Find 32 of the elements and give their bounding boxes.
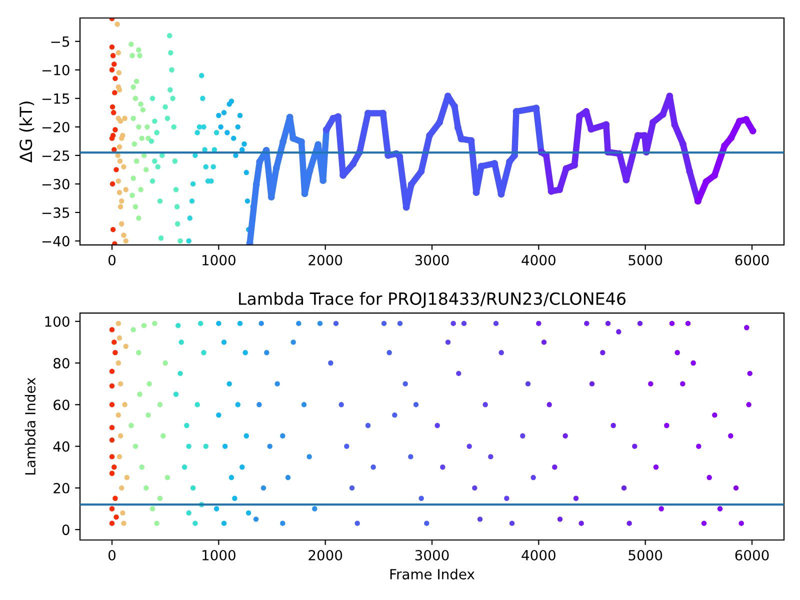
x-tick-label: 2000 [308, 550, 342, 560]
x-tick-label: 6000 [735, 254, 769, 266]
x-tick-label: 4000 [522, 254, 556, 266]
x-axis-title: Frame Index [390, 568, 475, 580]
chart-title: Lambda Trace for PROJ18433/RUN23/CLONE46 [239, 292, 626, 308]
x-tick-label: 5000 [628, 254, 662, 266]
x-tick-label: 0 [108, 550, 116, 560]
y-tick-label: −20 [42, 122, 70, 132]
y-tick-label: 80 [54, 358, 70, 368]
x-tick-label: 3000 [415, 254, 449, 266]
y-tick-label: 100 [45, 316, 70, 327]
y-tick-label: −15 [42, 94, 70, 104]
x-tick-label: 1000 [202, 254, 236, 266]
x-tick-label: 4000 [522, 550, 556, 560]
x-tick-label: 6000 [735, 550, 769, 560]
y-axis-title: Lambda Index [24, 378, 36, 474]
x-tick-label: 2000 [308, 254, 342, 266]
y-tick-label: −40 [42, 236, 70, 246]
y-tick-label: −35 [42, 207, 70, 218]
y-tick-label: −10 [42, 64, 70, 76]
y-tick-label: −30 [42, 178, 70, 190]
x-tick-label: 5000 [628, 550, 662, 560]
y-tick-label: −5 [51, 36, 70, 47]
x-tick-label: 1000 [202, 550, 236, 560]
x-tick-label: 0 [108, 254, 116, 266]
x-tick-label: 3000 [415, 550, 449, 560]
y-tick-label: −25 [42, 150, 70, 161]
y-tick-label: 0 [62, 524, 70, 536]
y-tick-label: 60 [54, 400, 70, 410]
y-tick-label: 40 [53, 441, 70, 452]
y-axis-title: ΔG (kT) [19, 102, 34, 163]
y-tick-label: 20 [54, 482, 70, 494]
